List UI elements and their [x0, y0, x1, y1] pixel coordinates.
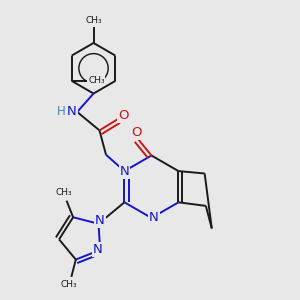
Text: N: N	[95, 214, 105, 227]
Text: CH₃: CH₃	[88, 76, 105, 85]
Text: CH₃: CH₃	[61, 280, 78, 290]
Text: H: H	[57, 106, 66, 118]
Text: N: N	[149, 212, 159, 224]
Text: O: O	[118, 109, 128, 122]
Text: N: N	[93, 243, 103, 256]
Text: N: N	[120, 165, 129, 178]
Text: O: O	[131, 126, 142, 139]
Text: CH₃: CH₃	[55, 188, 72, 197]
Text: CH₃: CH₃	[85, 16, 102, 25]
Text: N: N	[67, 106, 77, 118]
